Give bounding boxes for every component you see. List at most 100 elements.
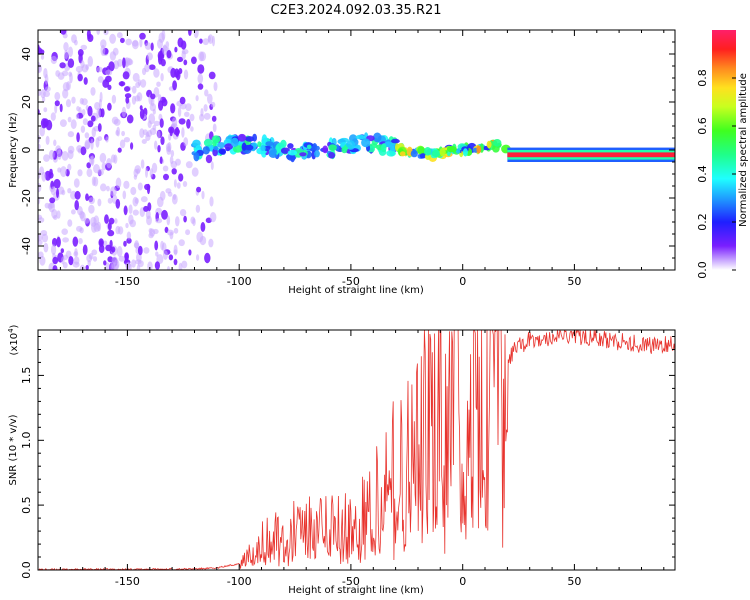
spectrogram-noise-blob xyxy=(110,246,116,253)
x-tick-label: 0 xyxy=(459,275,466,288)
spectrogram-noise-blob xyxy=(77,73,83,82)
spectrogram-noise-blob xyxy=(87,34,94,42)
spectrogram-noise-blob xyxy=(185,229,191,236)
spectrogram-noise-blob xyxy=(123,240,127,247)
spectrogram-noise-blob xyxy=(61,151,69,161)
spectrogram-noise-blob xyxy=(68,46,73,58)
spectrogram-noise-blob xyxy=(202,38,209,46)
spectrogram-noise-blob xyxy=(168,254,174,261)
spectrogram-noise-blob xyxy=(189,113,195,122)
spectrogram-noise-blob xyxy=(186,118,191,129)
spectrogram-noise-blob xyxy=(38,61,41,73)
spectrogram-noise-blob xyxy=(87,105,93,117)
spectrogram-noise-blob xyxy=(188,249,192,256)
spectrogram-noise-blob xyxy=(60,30,67,35)
snr-y-label: SNR (10 * v/v) xyxy=(8,414,19,485)
spectrogram-noise-blob xyxy=(96,108,101,119)
spectrogram-noise-blob xyxy=(210,101,216,108)
snr-x-label: Height of straight line (km) xyxy=(288,585,424,596)
spectrogram-noise-blob xyxy=(108,217,115,225)
x-tick-label: -100 xyxy=(227,275,252,288)
spectrogram-noise-blob xyxy=(210,161,214,171)
x-tick-label: -150 xyxy=(115,575,140,588)
spectrogram-noise-blob xyxy=(81,98,88,106)
colorbar-tick-label: 0.0 xyxy=(696,261,709,279)
spectrogram-noise-blob xyxy=(105,136,109,143)
spectrogram-noise-blob xyxy=(88,252,94,260)
spectrogram-noise-blob xyxy=(47,203,53,210)
spectrogram-noise-blob xyxy=(82,244,88,256)
x-tick-label: -150 xyxy=(115,275,140,288)
spectrogram-noise-blob xyxy=(70,119,77,130)
spectrogram-noise-blob xyxy=(59,103,63,113)
spectrogram-noise-blob xyxy=(107,229,115,237)
spectrogram-noise-blob xyxy=(56,188,59,199)
spectrogram-noise-blob xyxy=(84,141,91,150)
spectrogram-noise-blob xyxy=(190,216,196,224)
spectrogram-noise-blob xyxy=(188,30,192,36)
spectrogram-noise-blob xyxy=(113,154,118,164)
spectrogram-noise-blob xyxy=(84,132,90,139)
spectrogram-noise-blob xyxy=(155,251,159,257)
spectrogram-y-label: Frequency (Hz) xyxy=(8,112,19,188)
spectrogram-noise-blob xyxy=(152,124,157,131)
spectrogram-noise-blob xyxy=(50,112,56,121)
spectrogram-noise-blob xyxy=(184,111,190,118)
spectrogram-noise-blob xyxy=(123,205,128,216)
spectrogram-noise-blob xyxy=(57,72,65,80)
spectrogram-noise-blob xyxy=(185,161,193,169)
spectrogram-noise-blob xyxy=(166,145,172,155)
spectrogram-noise-blob xyxy=(213,81,218,92)
spectrogram-signal-blob xyxy=(260,145,266,152)
spectrogram-noise-blob xyxy=(81,109,86,116)
spectrogram-noise-blob xyxy=(178,173,184,182)
spectrogram-noise-blob xyxy=(86,168,93,178)
spectrogram-noise-blob xyxy=(151,162,158,174)
spectrogram-noise-blob xyxy=(38,196,41,205)
spectrogram-noise-blob xyxy=(43,90,50,98)
spectrogram-noise-blob xyxy=(203,112,211,120)
spectrogram-noise-blob xyxy=(122,57,126,69)
spectrogram-noise-blob xyxy=(91,127,97,138)
spectrogram-noise-blob xyxy=(88,197,95,205)
spectrogram-signal-blob xyxy=(268,147,277,156)
spectrogram-noise-blob xyxy=(60,166,67,178)
spectrogram-noise-blob xyxy=(204,252,211,264)
colorbar-tick-label: 0.4 xyxy=(696,165,709,183)
spectrogram-noise-blob xyxy=(56,210,61,219)
spectrogram-noise-blob xyxy=(78,238,83,245)
spectrogram-noise-blob xyxy=(96,30,100,35)
spectrogram-noise-blob xyxy=(77,49,84,57)
y-tick-label: 40 xyxy=(20,47,33,61)
spectrogram-noise-blob xyxy=(77,169,83,177)
spectrogram-noise-blob xyxy=(166,50,172,59)
spectrogram-signal-blob xyxy=(486,140,492,149)
spectrogram-noise-blob xyxy=(150,93,156,100)
spectrogram-noise-blob xyxy=(140,79,147,88)
spectrogram-noise-blob xyxy=(175,216,180,227)
colorbar-gradient xyxy=(712,30,736,270)
spectrogram-noise-blob xyxy=(145,167,148,178)
spectrogram-noise-blob xyxy=(67,58,75,68)
spectrogram-signal-blob xyxy=(203,138,213,147)
spectrogram-noise-blob xyxy=(43,242,49,253)
spectrogram-marks xyxy=(38,30,675,270)
spectrogram-signal-blob xyxy=(257,141,262,148)
spectrogram-noise-blob xyxy=(74,190,81,200)
snr-scale-suffix: ) xyxy=(9,324,20,328)
spectrogram-noise-blob xyxy=(103,260,107,266)
spectrogram-noise-blob xyxy=(141,139,147,144)
spectrogram-noise-blob xyxy=(80,44,88,51)
spectrogram-noise-blob xyxy=(107,197,113,204)
spectrogram-noise-blob xyxy=(97,123,102,132)
spectrogram-noise-blob xyxy=(196,231,204,243)
spectrogram-noise-blob xyxy=(97,136,103,142)
spectrogram-noise-blob xyxy=(126,114,134,124)
spectrogram-noise-blob xyxy=(38,217,45,223)
spectrogram-noise-blob xyxy=(183,59,188,66)
spectrogram-signal-blob xyxy=(399,151,406,157)
spectrogram-noise-blob xyxy=(38,239,43,246)
spectrogram-noise-blob xyxy=(59,62,66,69)
spectrogram-noise-blob xyxy=(45,86,51,92)
spectrogram-signal-blob xyxy=(265,141,274,147)
